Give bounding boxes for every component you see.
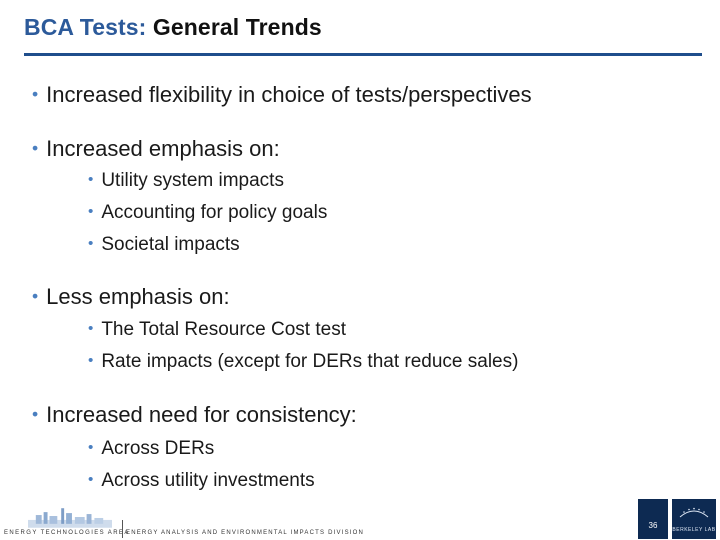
sub-bullet-text: Accounting for policy goals: [101, 202, 328, 223]
lab-name: BERKELEY LAB: [672, 527, 716, 533]
sub-bullet-item: • The Total Resource Cost test: [88, 319, 346, 341]
sub-bullet-item: • Accounting for policy goals: [88, 202, 327, 224]
bullet-dot-icon: •: [88, 235, 94, 253]
bullet-dot-icon: •: [32, 137, 39, 158]
bullet-dot-icon: •: [88, 171, 94, 189]
bullet-dot-icon: •: [32, 285, 39, 306]
sub-bullet-text: Across utility investments: [101, 470, 315, 491]
footer-division-label: Energy Analysis and Environmental Impact…: [126, 530, 365, 536]
lab-logo-box: BERKELEY LAB: [672, 499, 716, 539]
bullet-dot-icon: •: [88, 471, 94, 489]
bullet-dot-icon: •: [88, 320, 94, 338]
skyline-logo-icon: [28, 508, 112, 528]
sub-bullet-item: • Across DERs: [88, 438, 214, 460]
sub-bullet-item: • Rate impacts (except for DERs that redu…: [88, 351, 518, 373]
bullet-item: • Less emphasis on:: [32, 284, 230, 310]
sub-bullet-text: Across DERs: [101, 438, 215, 459]
bullet-item: • Increased need for consistency:: [32, 402, 357, 428]
bullet-dot-icon: •: [88, 203, 94, 221]
sub-bullet-text: The Total Resource Cost test: [101, 319, 346, 340]
bullet-text: Increased need for consistency:: [46, 402, 357, 427]
bullet-dot-icon: •: [32, 83, 39, 104]
page-number: 36: [648, 521, 658, 530]
bullet-item: • Increased flexibility in choice of test…: [32, 82, 532, 108]
title-divider: [24, 53, 702, 56]
bullet-item: • Increased emphasis on:: [32, 136, 280, 162]
page-number-box: 36: [638, 499, 668, 539]
sub-bullet-text: Utility system impacts: [101, 170, 284, 191]
footer-separator: [122, 520, 123, 538]
title-accent: BCA Tests:: [24, 14, 147, 40]
bullet-text: Less emphasis on:: [46, 284, 230, 309]
sub-bullet-item: • Societal impacts: [88, 234, 240, 256]
title-main: General Trends: [152, 14, 322, 40]
bullet-dot-icon: •: [88, 352, 94, 370]
bullet-dot-icon: •: [32, 403, 39, 424]
footer-area-label: Energy Technologies Area: [4, 530, 130, 536]
sub-bullet-item: • Across utility investments: [88, 470, 315, 492]
lab-logo-icon: [679, 507, 709, 518]
bullet-text: Increased flexibility in choice of tests…: [46, 82, 532, 107]
sub-bullet-item: • Utility system impacts: [88, 170, 284, 192]
bullet-dot-icon: •: [88, 439, 94, 457]
sub-bullet-text: Rate impacts (except for DERs that reduc…: [101, 351, 519, 372]
sub-bullet-text: Societal impacts: [101, 234, 240, 255]
slide-title: BCA Tests: General Trends: [24, 14, 322, 41]
bullet-text: Increased emphasis on:: [46, 136, 280, 161]
